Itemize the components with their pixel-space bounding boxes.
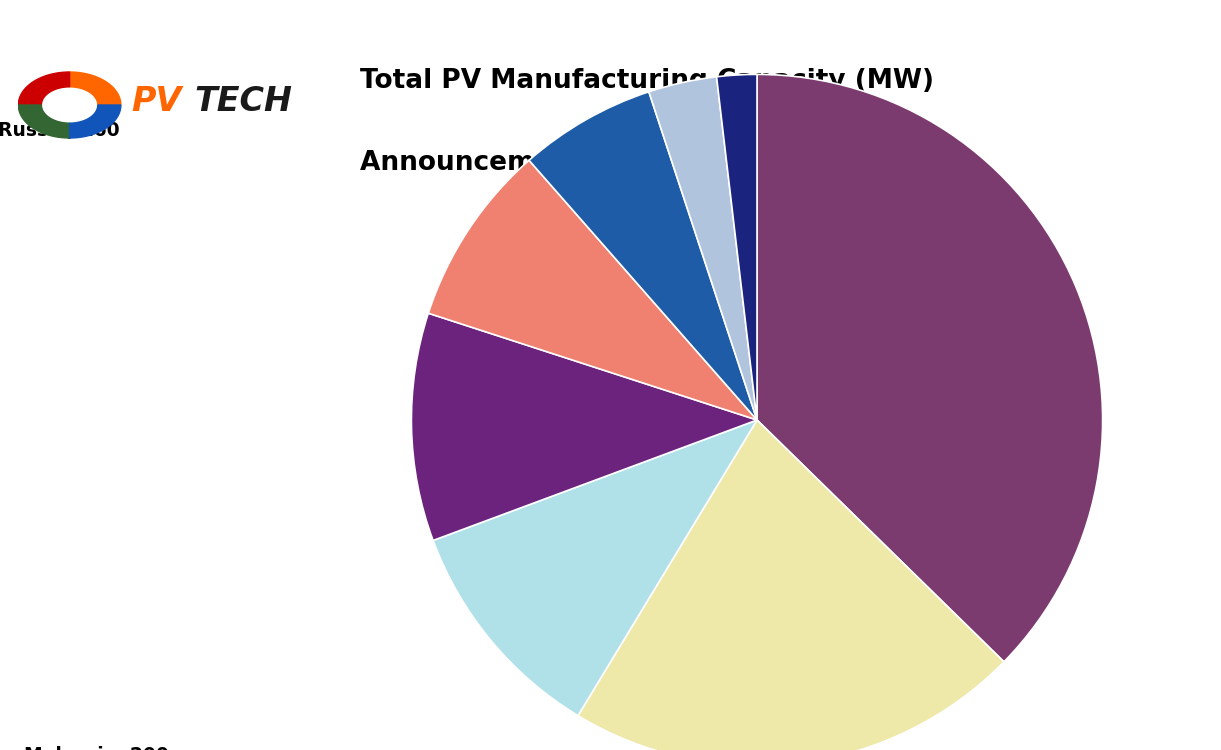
Wedge shape [529,92,757,420]
Wedge shape [433,420,757,716]
Wedge shape [411,314,757,541]
Text: Total PV Manufacturing Capacity (MW): Total PV Manufacturing Capacity (MW) [360,68,934,94]
Wedge shape [648,76,757,420]
Text: TECH: TECH [194,86,292,118]
Text: Malaysia, 200: Malaysia, 200 [24,746,170,750]
Text: Announcements by Country June 2016: Announcements by Country June 2016 [360,150,929,176]
Text: Russia, 160: Russia, 160 [0,121,120,140]
Wedge shape [717,74,757,420]
Polygon shape [18,105,70,138]
Wedge shape [578,420,1004,750]
Polygon shape [18,72,70,105]
Polygon shape [70,72,121,105]
Text: PV: PV [131,86,182,118]
Wedge shape [429,160,757,420]
Polygon shape [70,105,121,138]
Wedge shape [757,74,1103,662]
